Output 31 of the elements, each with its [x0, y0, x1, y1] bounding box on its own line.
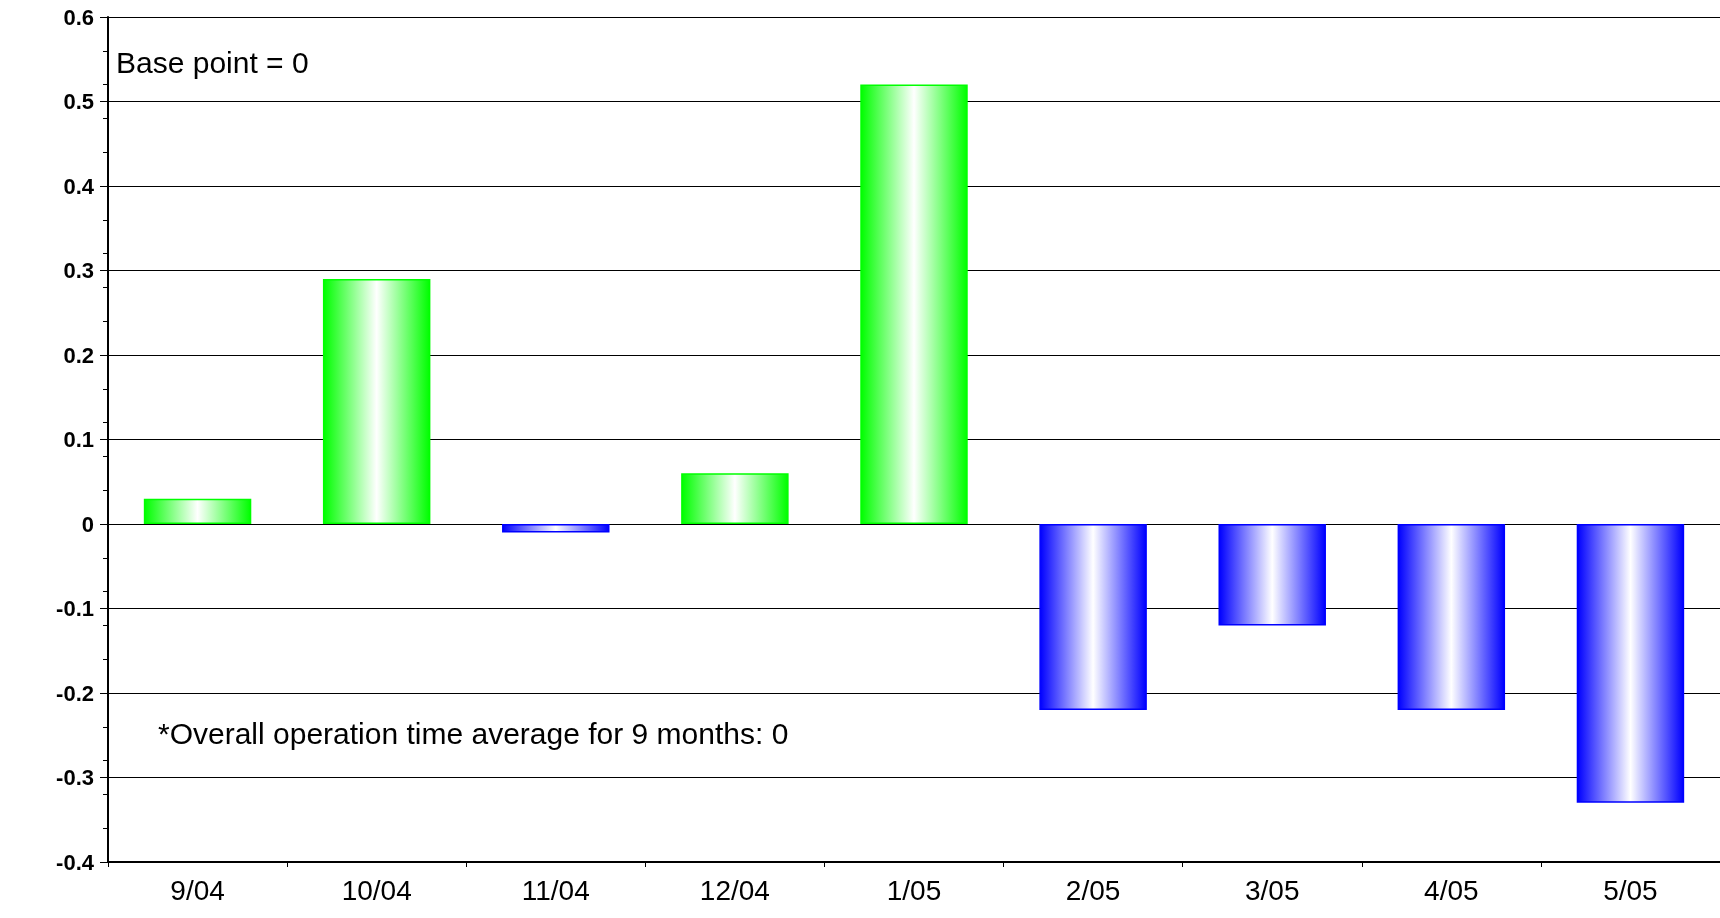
- x-tick-label: 4/05: [1424, 874, 1479, 906]
- y-tick-label: 0.5: [63, 89, 94, 114]
- x-tick-label: 3/05: [1244, 874, 1300, 906]
- y-tick-label: -0.2: [56, 680, 94, 706]
- x-tick-label: 5/05: [1603, 874, 1658, 906]
- y-tick-label: -0.1: [56, 596, 94, 621]
- x-tick-label: 1/05: [886, 874, 942, 906]
- bar: [322, 278, 431, 524]
- x-tick-label: 10/04: [341, 874, 412, 906]
- x-tick-label: 9/04: [170, 874, 225, 906]
- bar: [1218, 524, 1326, 626]
- y-tick-label: 0.2: [63, 342, 94, 368]
- y-tick-label: 0.3: [63, 258, 94, 283]
- bar: [860, 84, 968, 524]
- y-tick-label: 0.4: [63, 173, 95, 199]
- y-tick-label: 0.6: [63, 4, 94, 30]
- bar: [143, 498, 252, 524]
- x-tick-label: 12/04: [699, 874, 770, 906]
- x-tick-label: 2/05: [1065, 874, 1121, 906]
- y-tick-label: -0.4: [56, 849, 95, 875]
- y-tick-label: -0.3: [56, 765, 94, 790]
- bar: [1039, 524, 1147, 710]
- annotation: *Overall operation time average for 9 months: 0: [158, 716, 789, 750]
- bar: [681, 473, 789, 524]
- x-tick-label: 11/04: [521, 874, 590, 906]
- bar: [1576, 524, 1685, 803]
- annotation: Base point = 0: [116, 45, 309, 79]
- y-tick-label: 0: [81, 511, 94, 537]
- y-tick-label: 0.1: [63, 427, 94, 452]
- bar: [1397, 524, 1506, 710]
- bar: [502, 524, 610, 533]
